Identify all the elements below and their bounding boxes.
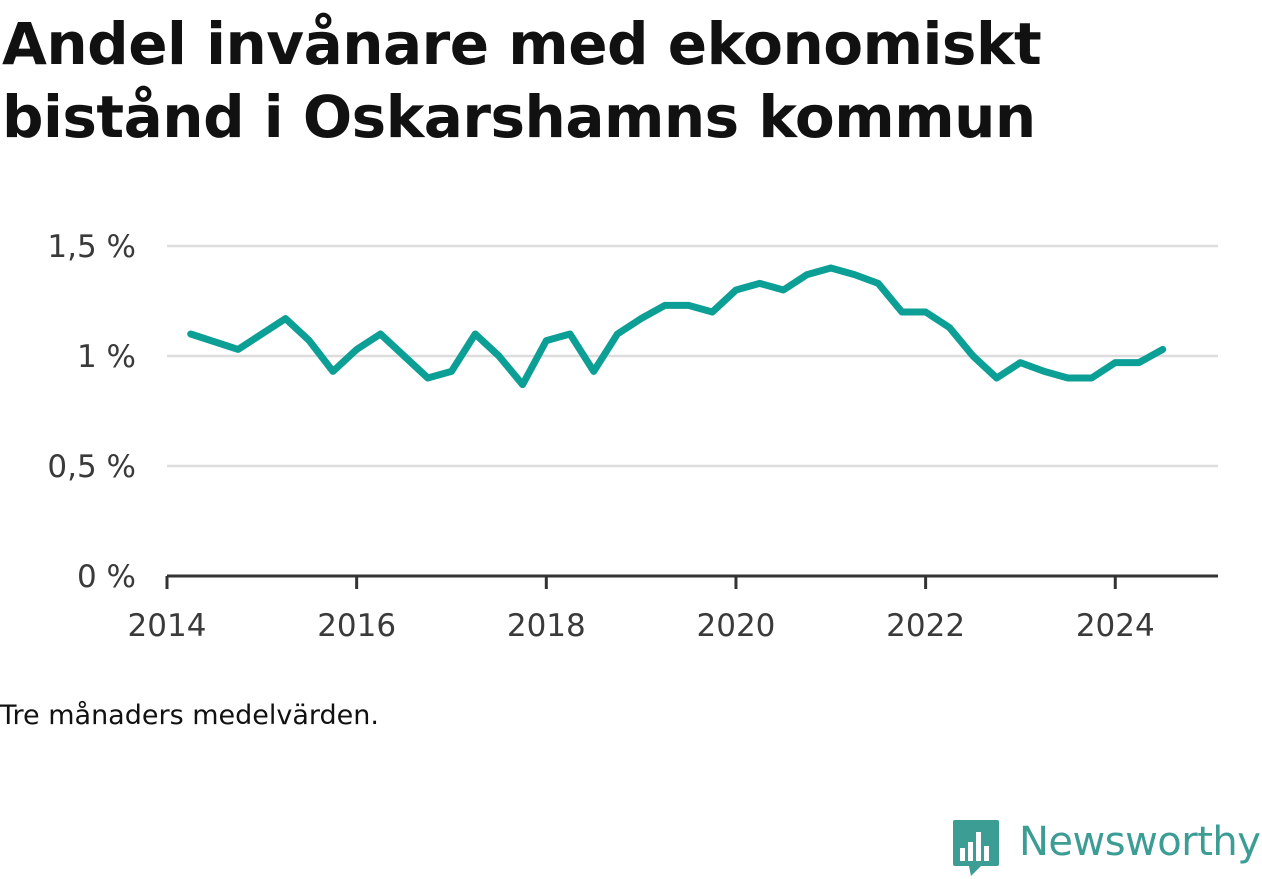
line-chart: 0 % 0,5 % 1 % 1,5 % 2014 2016 2018 2020 2022 202… [47, 229, 1218, 644]
y-tick-label: 1 % [77, 339, 136, 375]
chart-title: Andel invånare med ekonomiskt bistånd i … [2, 10, 1042, 151]
x-tick-label: 2024 [1076, 608, 1155, 644]
bar-chart-speech-bubble-icon [953, 820, 999, 876]
x-tick-label: 2016 [317, 608, 396, 644]
series-line [187, 264, 1167, 389]
newsworthy-logo: Newsworthy [951, 818, 1261, 878]
y-axis-labels: 0 % 0,5 % 1 % 1,5 % [47, 229, 136, 595]
x-tick-label: 2022 [886, 608, 965, 644]
y-tick-label: 1,5 % [47, 229, 136, 265]
gridlines [167, 244, 1218, 468]
x-tick-label: 2020 [697, 608, 776, 644]
x-axis-ticks [165, 576, 1117, 589]
x-axis-labels: 2014 2016 2018 2020 2022 2024 [128, 608, 1155, 644]
y-tick-label: 0,5 % [47, 449, 136, 485]
brand-name: Newsworthy [1019, 819, 1261, 865]
chart-caption: Tre månaders medelvärden. [0, 700, 379, 731]
y-tick-label: 0 % [77, 559, 136, 595]
data-points [190, 267, 1163, 385]
x-tick-label: 2018 [507, 608, 586, 644]
x-tick-label: 2014 [128, 608, 207, 644]
